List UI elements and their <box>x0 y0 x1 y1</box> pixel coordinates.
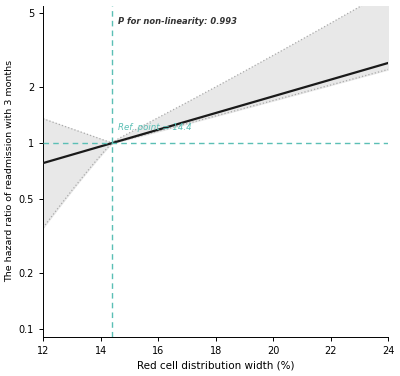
Y-axis label: The hazard ratio of readmission with 3 months: The hazard ratio of readmission with 3 m… <box>6 60 14 282</box>
X-axis label: Red cell distribution width (%): Red cell distribution width (%) <box>137 361 294 370</box>
Text: P for non-linearity: 0.993: P for non-linearity: 0.993 <box>118 17 237 26</box>
Text: Ref. point = 14.4: Ref. point = 14.4 <box>118 123 192 132</box>
